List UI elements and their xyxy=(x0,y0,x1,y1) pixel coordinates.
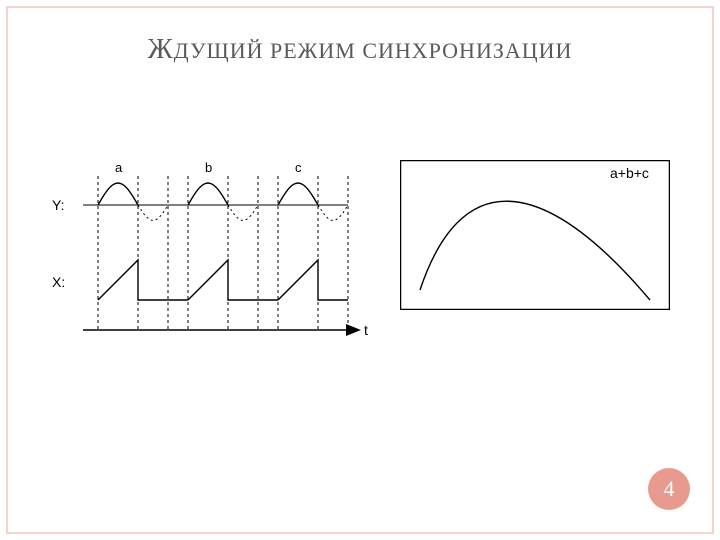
svg-text:b: b xyxy=(205,160,212,175)
left-waveform-figure: Y: X: t a b c xyxy=(48,150,378,360)
title-rest: ДУЩИЙ РЕЖИМ СИНХРОНИЗАЦИИ xyxy=(174,38,573,63)
svg-text:a+b+c: a+b+c xyxy=(610,165,649,181)
right-sum-figure: a+b+c xyxy=(400,160,670,310)
page-number-text: 4 xyxy=(664,476,675,501)
svg-text:X:: X: xyxy=(52,274,65,290)
svg-text:a: a xyxy=(115,160,123,175)
title-first-char: Ж xyxy=(148,34,174,65)
svg-text:t: t xyxy=(364,322,368,338)
page-number-badge: 4 xyxy=(648,468,690,510)
svg-text:Y:: Y: xyxy=(52,197,64,213)
slide-title: ЖДУЩИЙ РЕЖИМ СИНХРОНИЗАЦИИ xyxy=(0,34,720,66)
svg-text:c: c xyxy=(295,160,302,175)
